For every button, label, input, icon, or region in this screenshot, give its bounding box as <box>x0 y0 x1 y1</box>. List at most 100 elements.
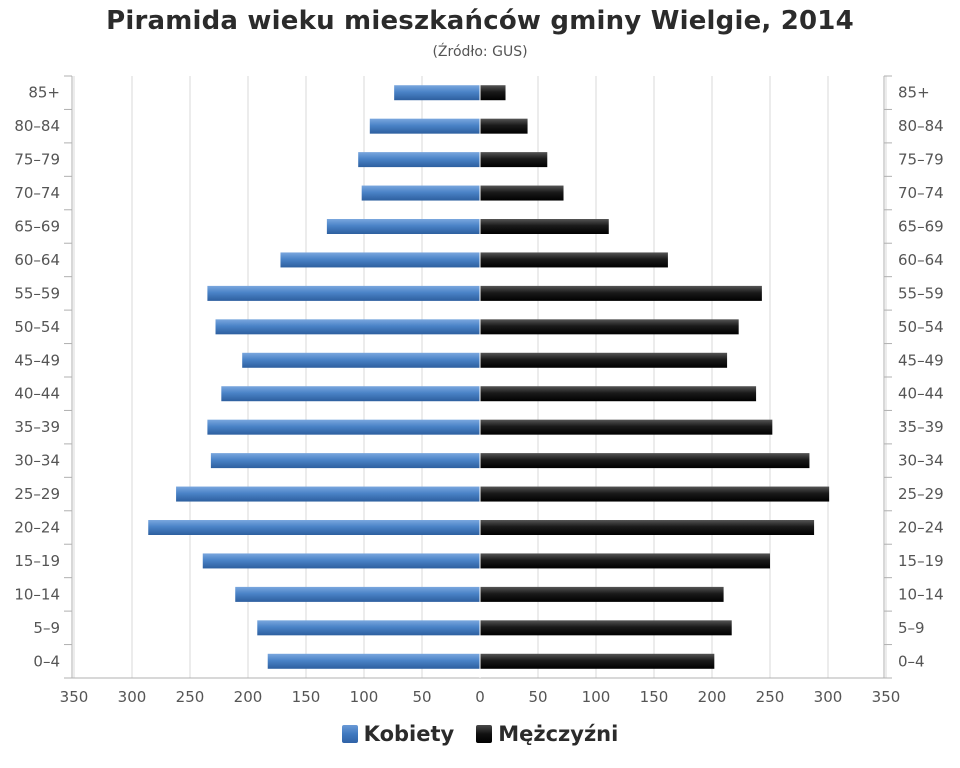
x-tick-label: 0 <box>475 688 485 706</box>
category-label-right: 45–49 <box>898 351 944 369</box>
bar-female[interactable] <box>358 152 480 168</box>
bar-male[interactable] <box>480 653 715 669</box>
category-label-right: 65–69 <box>898 218 944 236</box>
bar-female[interactable] <box>242 352 480 368</box>
category-label-right: 5–9 <box>898 619 925 637</box>
x-tick-label: 100 <box>582 688 611 706</box>
x-tick-label: 50 <box>412 688 431 706</box>
x-tick-label: 150 <box>292 688 321 706</box>
bar-male[interactable] <box>480 520 815 535</box>
bar-female[interactable] <box>210 453 480 469</box>
category-label-left: 10–14 <box>14 585 60 603</box>
category-label-right: 85+ <box>898 84 930 102</box>
category-label-left: 5–9 <box>33 619 60 637</box>
bar-male[interactable] <box>480 285 762 301</box>
bar-female[interactable] <box>361 185 480 201</box>
category-label-right: 80–84 <box>898 117 944 135</box>
bar-male[interactable] <box>480 486 830 502</box>
category-label-left: 75–79 <box>14 151 60 169</box>
x-tick-label: 200 <box>234 688 263 706</box>
category-label-left: 45–49 <box>14 351 60 369</box>
bar-female[interactable] <box>235 586 480 602</box>
legend-item-female[interactable]: Kobiety <box>341 722 455 746</box>
bar-female[interactable] <box>257 620 480 636</box>
legend-swatch-female <box>341 725 358 743</box>
category-label-left: 65–69 <box>14 218 60 236</box>
bar-female[interactable] <box>148 520 481 535</box>
bar-female[interactable] <box>280 252 480 268</box>
x-tick-label: 350 <box>872 688 901 706</box>
bar-male[interactable] <box>480 386 757 402</box>
category-label-right: 50–54 <box>898 318 944 336</box>
category-label-right: 35–39 <box>898 418 944 436</box>
category-label-left: 70–74 <box>14 184 60 202</box>
axes <box>64 75 892 679</box>
bar-male[interactable] <box>480 586 724 602</box>
bar-male[interactable] <box>480 419 773 435</box>
category-label-left: 30–34 <box>14 452 60 470</box>
category-label-left: 50–54 <box>14 318 60 336</box>
x-tick-label: 350 <box>60 688 89 706</box>
category-label-left: 60–64 <box>14 251 60 269</box>
bar-male[interactable] <box>480 453 810 469</box>
category-label-left: 85+ <box>28 84 60 102</box>
category-label-left: 55–59 <box>14 284 60 302</box>
x-tick-label: 150 <box>640 688 669 706</box>
legend-swatch-male <box>476 725 493 743</box>
chart-subtitle: (Źródło: GUS) <box>432 44 528 60</box>
x-tick-label: 300 <box>814 688 843 706</box>
category-label-right: 70–74 <box>898 184 944 202</box>
category-label-left: 25–29 <box>14 485 60 503</box>
legend-item-male[interactable]: Mężczyźni <box>476 722 618 746</box>
bar-male[interactable] <box>480 252 668 268</box>
bar-male[interactable] <box>480 85 506 101</box>
category-label-left: 0–4 <box>33 652 60 670</box>
bar-male[interactable] <box>480 152 548 168</box>
bar-male[interactable] <box>480 620 732 636</box>
category-label-left: 20–24 <box>14 519 60 537</box>
bar-male[interactable] <box>480 319 739 335</box>
category-label-right: 30–34 <box>898 452 944 470</box>
bar-female[interactable] <box>221 386 480 402</box>
bar-male[interactable] <box>480 219 609 234</box>
bar-female[interactable] <box>326 219 480 234</box>
category-label-right: 75–79 <box>898 151 944 169</box>
legend: Kobiety Mężczyźni <box>0 722 960 746</box>
category-label-right: 15–19 <box>898 552 944 570</box>
bar-female[interactable] <box>207 419 480 435</box>
tick-labels: 350 300 250 200 150 100 50 0 50 100 150 200 250 300 35… <box>14 84 943 706</box>
bar-male[interactable] <box>480 553 770 569</box>
x-tick-label: 100 <box>350 688 379 706</box>
category-label-right: 55–59 <box>898 284 944 302</box>
category-label-right: 20–24 <box>898 519 944 537</box>
bar-male[interactable] <box>480 185 564 201</box>
category-label-right: 40–44 <box>898 385 944 403</box>
x-tick-label: 250 <box>176 688 205 706</box>
bar-female[interactable] <box>176 486 480 502</box>
bar-male[interactable] <box>480 118 528 134</box>
bar-female[interactable] <box>207 285 480 301</box>
legend-label-male: Mężczyźni <box>498 722 619 746</box>
bar-female[interactable] <box>202 553 480 569</box>
x-tick-label: 300 <box>118 688 147 706</box>
bar-female[interactable] <box>215 319 480 335</box>
category-label-left: 15–19 <box>14 552 60 570</box>
category-label-right: 0–4 <box>898 652 925 670</box>
bars <box>148 76 830 678</box>
legend-label-female: Kobiety <box>363 722 455 746</box>
category-label-right: 25–29 <box>898 485 944 503</box>
x-tick-label: 50 <box>528 688 547 706</box>
category-label-left: 40–44 <box>14 385 60 403</box>
bar-female[interactable] <box>267 653 480 669</box>
chart-title: Piramida wieku mieszkańców gminy Wielgie… <box>106 6 854 36</box>
bar-female[interactable] <box>394 85 480 101</box>
category-label-right: 60–64 <box>898 251 944 269</box>
bar-female[interactable] <box>369 118 480 134</box>
category-label-left: 80–84 <box>14 117 60 135</box>
x-tick-label: 200 <box>698 688 727 706</box>
category-label-right: 10–14 <box>898 585 944 603</box>
category-label-left: 35–39 <box>14 418 60 436</box>
bar-male[interactable] <box>480 352 728 368</box>
